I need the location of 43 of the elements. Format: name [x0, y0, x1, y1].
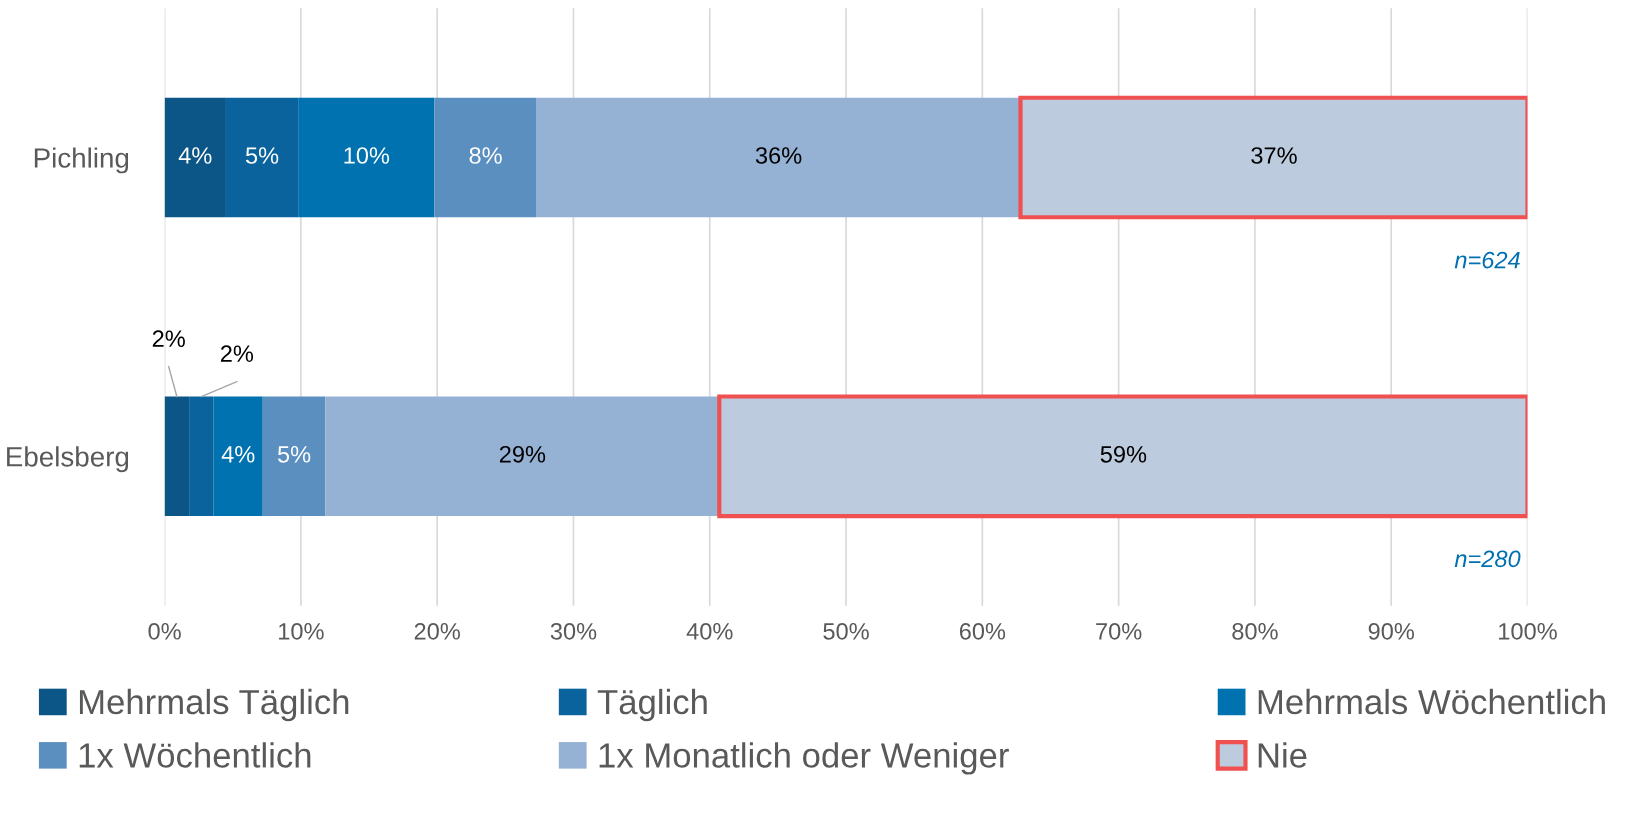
data-label: 4%	[178, 147, 212, 164]
data-label: 59%	[1100, 445, 1147, 463]
annotation: n=280	[1454, 550, 1521, 568]
data-label: 37%	[1251, 147, 1297, 164]
bar	[325, 396, 720, 517]
x-tick-label: 100%	[1499, 622, 1557, 640]
data-label: 2%	[152, 330, 185, 347]
x-tick-label: 20%	[414, 622, 460, 640]
bar	[434, 97, 537, 218]
x-tick-label: 70%	[1096, 622, 1142, 640]
legend-label: 1x Monatlich oder Weniger	[599, 742, 1009, 775]
data-label: 8%	[469, 147, 502, 164]
y-tick-label: Ebelsberg	[7, 446, 129, 473]
data-label: 4%	[221, 446, 255, 463]
x-tick-label: 0%	[148, 622, 181, 640]
bar	[262, 396, 326, 517]
legend-label: Mehrmals Täglich	[79, 688, 349, 722]
x-tick-label: 50%	[823, 622, 869, 640]
data-label: 36%	[755, 147, 802, 164]
bar	[298, 97, 435, 218]
data-label: 5%	[277, 446, 311, 463]
annotation: n=624	[1454, 251, 1520, 269]
x-tick-label: 80%	[1232, 622, 1278, 640]
data-label: 5%	[245, 147, 279, 164]
x-tick-label: 60%	[959, 622, 1006, 640]
legend-label: Mehrmals Wöchentlich	[1258, 688, 1605, 715]
data-label: 29%	[499, 445, 546, 463]
bar	[536, 97, 1021, 218]
x-tick-label: 30%	[550, 622, 597, 640]
x-tick-label: 40%	[686, 622, 733, 640]
bar	[225, 97, 299, 218]
bar	[164, 396, 190, 517]
x-tick-label: 90%	[1368, 622, 1414, 640]
x-tick-label: 10%	[279, 622, 324, 640]
bar	[189, 396, 214, 517]
bar	[213, 396, 263, 517]
data-label: 10%	[344, 147, 390, 164]
bar	[164, 97, 226, 218]
data-label: 2%	[220, 345, 254, 362]
legend-label: 1x Wöchentlich	[79, 742, 311, 768]
legend-label: Täglich	[597, 688, 707, 722]
legend-label: Nie	[1258, 742, 1307, 768]
y-tick-label: Pichling	[34, 147, 129, 174]
